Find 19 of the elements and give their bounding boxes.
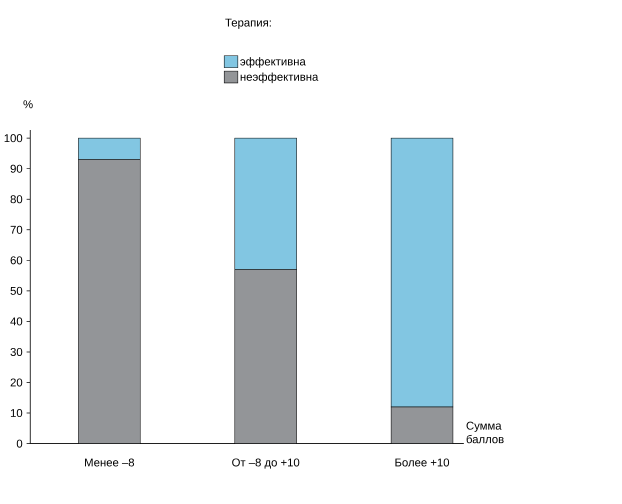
x-tick-label: От –8 до +10 bbox=[232, 458, 300, 468]
x-tick-label: Менее –8 bbox=[85, 458, 134, 466]
y-tick-label: 60 bbox=[10, 256, 22, 264]
y-tick-label: 0 bbox=[16, 439, 22, 448]
x-axis-title: Сумма баллов bbox=[466, 421, 504, 444]
legend-label: эффективна bbox=[240, 56, 306, 68]
y-tick-label: 80 bbox=[10, 195, 22, 204]
legend-title: Терапия: bbox=[225, 18, 271, 29]
y-tick-label: 10 bbox=[10, 408, 22, 417]
x-tick-label: Более +10 bbox=[395, 458, 450, 466]
y-axis-title: % bbox=[23, 100, 33, 108]
legend-label: неэффективна bbox=[240, 72, 318, 83]
y-tick-label: 100 bbox=[4, 134, 22, 142]
y-tick-label: 50 bbox=[10, 286, 22, 295]
y-tick-label: 70 bbox=[10, 226, 22, 234]
y-tick-label: 90 bbox=[10, 164, 22, 172]
y-tick-label: 20 bbox=[10, 378, 22, 386]
y-tick-label: 30 bbox=[10, 348, 22, 356]
y-tick-label: 40 bbox=[10, 317, 22, 326]
